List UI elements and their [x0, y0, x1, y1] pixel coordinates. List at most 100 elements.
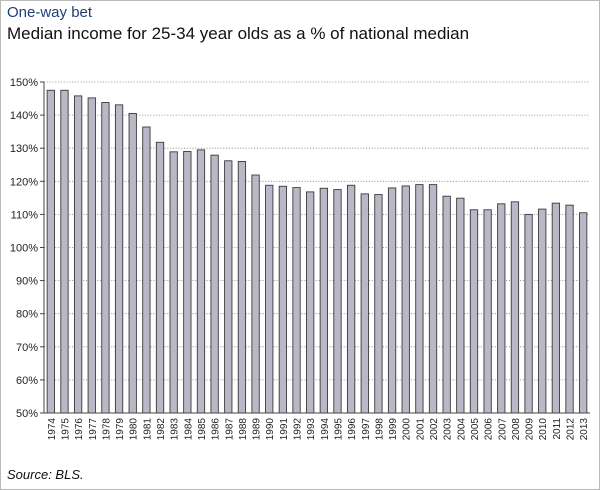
- bar-1980: [128, 112, 137, 414]
- bar-2010: [538, 208, 547, 414]
- x-tick-label: 1979: [115, 418, 126, 441]
- bar-2008: [510, 201, 520, 414]
- bar-2011: [551, 202, 561, 414]
- bar-1978: [101, 102, 110, 414]
- y-tick-labels: 50% 60% 70% 80% 90% 100% 110% 120% 130% 140% 150%: [10, 77, 38, 420]
- x-tick-label: 2007: [497, 418, 508, 441]
- y-tick-label: 110%: [11, 209, 39, 221]
- bar-2001: [415, 184, 424, 414]
- y-tick-label: 150%: [10, 77, 38, 89]
- bar-1989: [251, 174, 260, 414]
- x-tick-label: 2011: [552, 418, 563, 440]
- x-tick-label: 1987: [224, 418, 235, 441]
- bar-2012: [565, 204, 574, 414]
- bars: [46, 89, 588, 414]
- bar-1975: [60, 89, 69, 414]
- bar-1992: [292, 187, 301, 414]
- x-tick-label: 2001: [415, 418, 426, 441]
- bar-1991: [278, 185, 288, 414]
- x-tick-label: 2002: [429, 418, 440, 441]
- bar-1993: [306, 191, 315, 414]
- chart-subtitle: Median income for 25-34 year olds as a %…: [7, 24, 470, 43]
- bar-2004: [456, 197, 465, 414]
- x-tick-label: 1997: [361, 418, 372, 441]
- bar-1988: [237, 160, 247, 414]
- x-tick-label: 2008: [511, 418, 522, 441]
- bar-2003: [442, 195, 451, 414]
- x-tick-label: 1986: [211, 418, 222, 441]
- x-tick-label: 1996: [347, 418, 358, 441]
- bar-1981: [142, 126, 151, 414]
- x-tick-label: 2006: [484, 418, 495, 441]
- x-tick-label: 1990: [265, 418, 276, 441]
- x-tick-label: 2000: [402, 418, 413, 441]
- bar-2005: [469, 209, 479, 414]
- x-tick-label: 1984: [183, 418, 194, 441]
- x-tick-label: 2003: [443, 418, 454, 441]
- x-tick-label: 2010: [538, 418, 549, 441]
- y-tick-label: 120%: [10, 176, 38, 188]
- x-tick-label: 1982: [156, 418, 167, 441]
- bar-1995: [333, 189, 342, 414]
- y-tick-label: 130%: [10, 143, 38, 155]
- bar-1974: [46, 89, 55, 414]
- bar-1996: [346, 184, 356, 414]
- axes: [40, 81, 590, 414]
- bar-1987: [224, 160, 233, 414]
- x-tick-label: 1993: [306, 418, 317, 441]
- x-tick-label: 1976: [74, 418, 85, 441]
- bar-1990: [265, 184, 274, 414]
- bar-1983: [169, 151, 178, 414]
- chart-title: One-way bet: [7, 4, 93, 21]
- bar-1977: [87, 97, 96, 414]
- y-tick-label: 90%: [16, 276, 38, 288]
- bar-2013: [579, 212, 588, 414]
- x-tick-label: 1995: [333, 418, 344, 441]
- x-tick-label: 1974: [47, 418, 58, 441]
- x-tick-label: 1994: [320, 418, 331, 441]
- x-tick-labels: 1974 1975 1976 1977 1978 1979 1980 1981 1982 1983…: [47, 418, 590, 441]
- x-tick-label: 1980: [129, 418, 140, 441]
- y-tick-label: 60%: [16, 375, 38, 387]
- y-tick-label: 80%: [16, 309, 38, 321]
- x-tick-label: 1988: [238, 418, 249, 441]
- y-tick-label: 70%: [16, 342, 38, 354]
- x-tick-label: 1991: [279, 418, 290, 441]
- bar-2000: [401, 185, 410, 414]
- bar-2002: [428, 184, 438, 414]
- bar-1999: [387, 187, 397, 414]
- y-tick-label: 50%: [16, 408, 38, 420]
- bar-2009: [524, 213, 533, 414]
- bar-1982: [155, 141, 165, 414]
- bar-1979: [114, 104, 124, 414]
- bar-1994: [319, 187, 328, 414]
- x-tick-label: 2005: [470, 418, 481, 441]
- x-tick-label: 1977: [88, 418, 99, 441]
- bar-1997: [360, 193, 369, 414]
- x-tick-label: 1998: [374, 418, 385, 441]
- source-note: Source: BLS.: [7, 467, 84, 482]
- bar-1985: [196, 149, 206, 414]
- gridlines: [44, 81, 590, 414]
- x-tick-label: 1983: [170, 418, 181, 441]
- x-tick-label: 1992: [293, 418, 304, 441]
- x-tick-label: 1978: [101, 418, 112, 441]
- x-tick-label: 2013: [579, 418, 590, 441]
- x-tick-label: 2009: [525, 418, 536, 441]
- bar-1998: [374, 194, 383, 414]
- bar-2007: [497, 203, 506, 414]
- bar-1984: [183, 151, 192, 414]
- x-tick-label: 1981: [142, 418, 153, 441]
- x-tick-label: 2012: [566, 418, 577, 441]
- bar-1986: [210, 154, 219, 414]
- bar-1976: [73, 95, 83, 414]
- x-tick-label: 1989: [252, 418, 263, 441]
- x-tick-label: 1975: [60, 418, 71, 441]
- x-tick-label: 1999: [388, 418, 399, 441]
- y-tick-label: 140%: [10, 110, 38, 122]
- x-tick-label: 1985: [197, 418, 208, 441]
- y-tick-label: 100%: [10, 243, 38, 255]
- x-tick-label: 2004: [456, 418, 467, 441]
- bar-2006: [483, 209, 492, 414]
